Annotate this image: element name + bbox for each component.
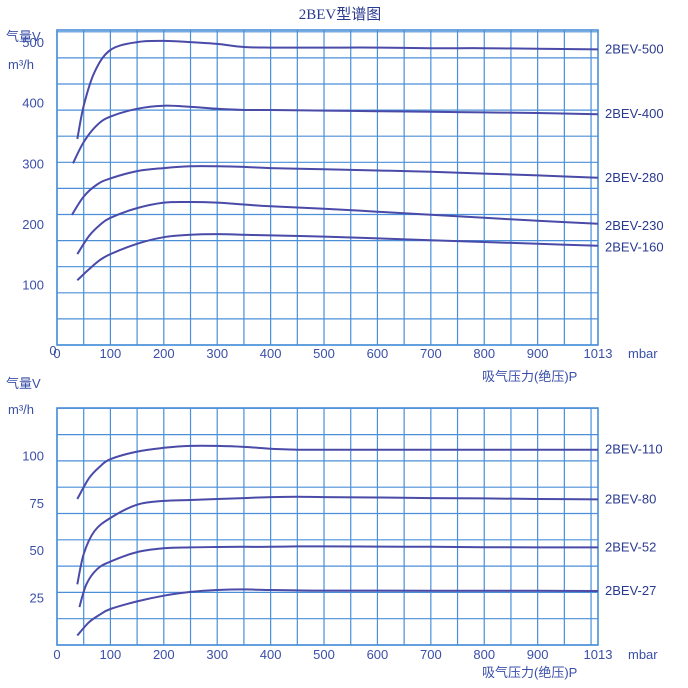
series-label-2bev-280: 2BEV-280	[605, 170, 664, 185]
y-tick-label: 500	[22, 35, 44, 50]
y-tick-label: 75	[30, 496, 44, 511]
x-tick-label: 300	[206, 647, 228, 662]
x-axis-label: 吸气压力(绝压)P	[482, 665, 577, 680]
x-tick-label: 300	[206, 346, 228, 361]
series-line-2bev-230	[76, 200, 599, 255]
x-tick-label: 800	[473, 346, 495, 361]
y-tick-label: 25	[30, 591, 44, 606]
x-axis-unit: mbar	[628, 647, 658, 662]
series-line-2bev-280	[71, 165, 599, 216]
x-tick-label: 0	[53, 647, 60, 662]
x-tick-label: 0	[53, 346, 60, 361]
series-label-2bev-400: 2BEV-400	[605, 106, 664, 121]
x-tick-label: 1013	[584, 346, 613, 361]
series-label-2bev-52: 2BEV-52	[605, 539, 656, 554]
y-axis-label: 气量V	[6, 376, 41, 391]
x-tick-label: 800	[473, 647, 495, 662]
chart-panel-2: 0 100 200 300 400 500 600 700 800 900 1013 mbar 吸气压力…	[6, 376, 663, 680]
series-label-2bev-230: 2BEV-230	[605, 218, 664, 233]
y-tick-label: 100	[22, 448, 44, 463]
y-axis-unit: m³/h	[8, 57, 34, 72]
y-tick-label: 300	[22, 156, 44, 171]
x-tick-label: 200	[153, 346, 175, 361]
y-tick-label: 200	[22, 217, 44, 232]
x-axis-label: 吸气压力(绝压)P	[482, 369, 577, 384]
x-axis-unit: mbar	[628, 346, 658, 361]
series-label-2bev-500: 2BEV-500	[605, 41, 664, 56]
series-label-2bev-27: 2BEV-27	[605, 583, 656, 598]
y-tick-label: 100	[22, 277, 44, 292]
x-tick-label: 500	[313, 346, 335, 361]
plot-frame	[56, 29, 599, 346]
y-tick-label: 50	[30, 543, 44, 558]
x-tick-label: 400	[260, 346, 282, 361]
plot-frame	[56, 407, 599, 646]
chart-title: 2BEV型谱图	[299, 6, 382, 23]
series-line-2bev-500	[76, 39, 599, 140]
series-line-2bev-160	[76, 233, 599, 281]
x-tick-label: 700	[420, 346, 442, 361]
series-line-2bev-27	[76, 588, 599, 637]
y-axis-label: 气量V	[6, 29, 41, 44]
x-tick-label: 900	[527, 647, 549, 662]
x-tick-label: 100	[100, 346, 122, 361]
x-tick-label: 600	[367, 647, 389, 662]
x-tick-label: 200	[153, 647, 175, 662]
series-line-2bev-52	[78, 545, 598, 608]
x-tick-label: 900	[527, 346, 549, 361]
x-tick-label: 600	[367, 346, 389, 361]
series-line-2bev-110	[76, 444, 598, 500]
series-line-2bev-400	[72, 104, 599, 164]
series-label-2bev-80: 2BEV-80	[605, 491, 656, 506]
origin-label: 0	[49, 343, 56, 358]
series-label-2bev-160: 2BEV-160	[605, 240, 664, 255]
x-tick-label: 1013	[584, 647, 613, 662]
x-tick-label: 100	[100, 647, 122, 662]
y-axis-unit: m³/h	[8, 402, 34, 417]
series-line-2bev-80	[76, 495, 599, 585]
y-tick-label: 400	[22, 96, 44, 111]
series-label-2bev-110: 2BEV-110	[605, 442, 663, 457]
x-tick-label: 400	[260, 647, 282, 662]
x-tick-label: 700	[420, 647, 442, 662]
chart-panel-1: 0 100 200 300 400 500 600 700 800 900 1013 mbar 吸气压力…	[6, 29, 664, 384]
x-tick-label: 500	[313, 647, 335, 662]
